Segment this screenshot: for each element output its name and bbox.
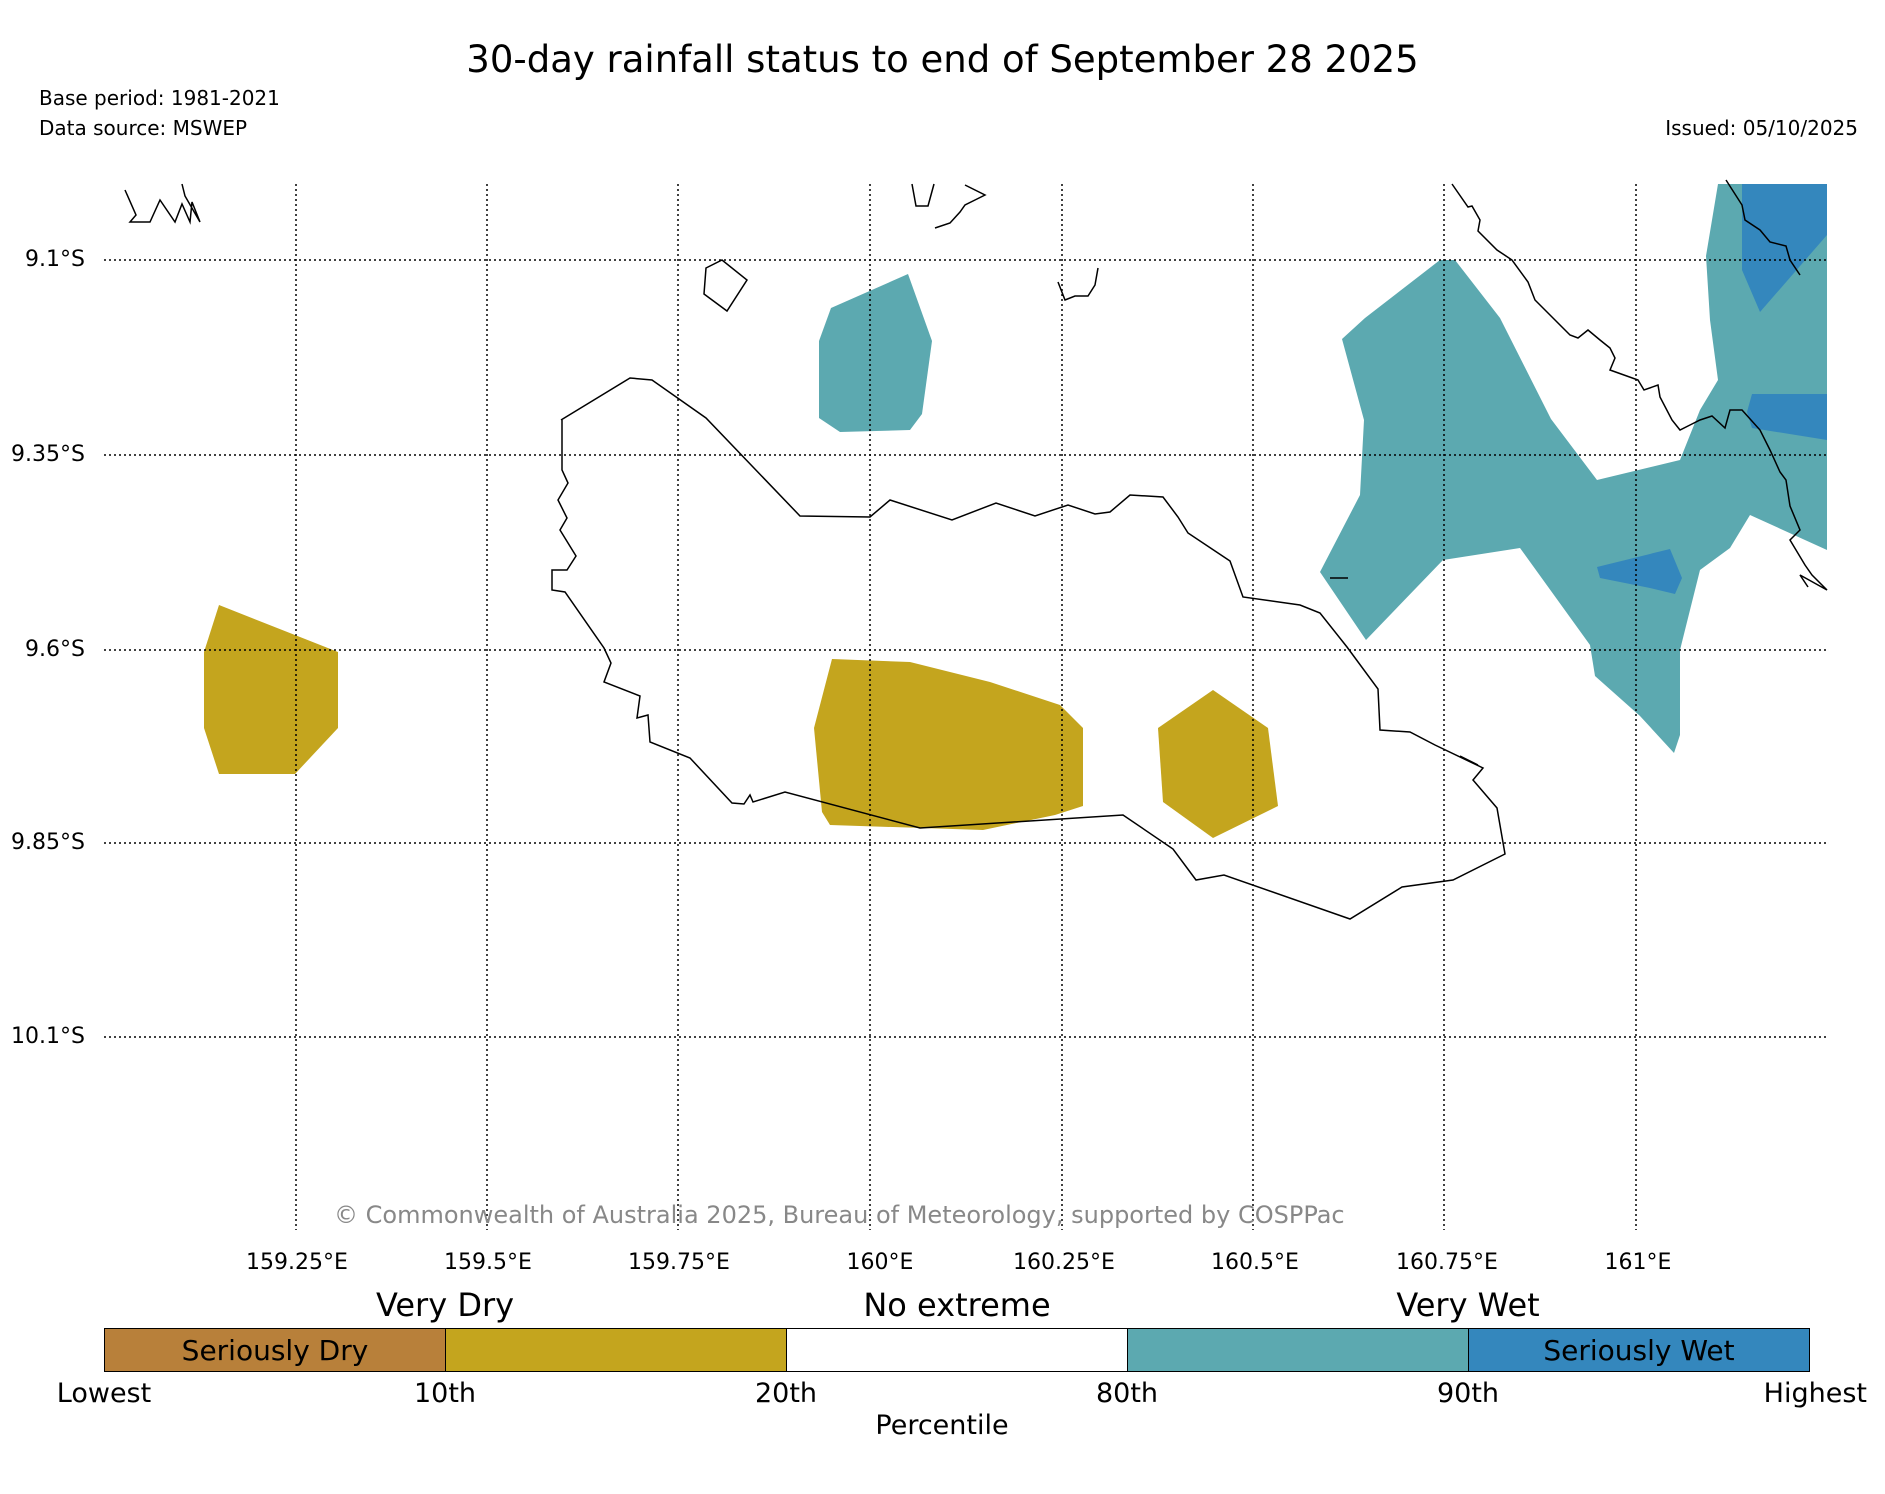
data-source-text: Data source: MSWEP <box>39 116 248 140</box>
legend-segment-label: Seriously Dry <box>181 1333 369 1367</box>
lon-label-160: 160°E <box>846 1250 914 1275</box>
very-dry-zone-central <box>814 659 1083 830</box>
legend-segment-seriously-dry: Seriously Dry <box>104 1328 446 1372</box>
lon-label-159.75: 159.75°E <box>628 1250 730 1275</box>
lon-gridlines <box>295 184 1637 1230</box>
percentile-label-10th: 10th <box>413 1378 477 1409</box>
lat-label-9.1: 9.1°S <box>25 247 85 272</box>
lon-label-161: 161°E <box>1604 1250 1672 1275</box>
coastlines <box>124 179 1828 920</box>
lon-label-160.25: 160.25°E <box>1013 1250 1115 1275</box>
legend-segment-label: Seriously Wet <box>1543 1333 1735 1367</box>
lon-label-159.25: 159.25°E <box>246 1250 348 1275</box>
guadalcanal-coastline <box>551 377 1506 920</box>
base-period-text: Base period: 1981-2021 <box>39 86 280 110</box>
lon-label-160.5: 160.5°E <box>1211 1250 1299 1275</box>
seriously-wet-zone-south <box>1597 549 1682 594</box>
se-islets <box>1459 755 1479 766</box>
very-wet-zone-north <box>819 274 932 432</box>
lon-label-160.75: 160.75°E <box>1396 1250 1498 1275</box>
legend-segment-very-wet <box>1127 1328 1469 1372</box>
nggela-inner <box>1057 267 1099 301</box>
lat-label-10.1: 10.1°S <box>11 1024 85 1049</box>
issued-date-text: Issued: 05/10/2025 <box>1665 116 1858 140</box>
very-dry-zone-west <box>204 605 338 774</box>
legend-segment-very-dry <box>445 1328 787 1372</box>
legend-segment-no-extreme <box>786 1328 1128 1372</box>
very-dry-zone-south <box>1158 690 1278 838</box>
copyright-notice: © Commonwealth of Australia 2025, Bureau… <box>334 1201 1345 1229</box>
nggela-coastline <box>911 183 935 207</box>
seriously-wet-zone-mid <box>1747 394 1827 440</box>
percentile-label-80th: 80th <box>1095 1378 1159 1409</box>
seriously-wet-zone-northeast <box>1742 184 1827 312</box>
rainfall-zones <box>204 184 1827 838</box>
percentile-label-lowest: Lowest <box>56 1378 152 1409</box>
map-title: 30-day rainfall status to end of Septemb… <box>466 38 1419 81</box>
legend-heading-very-dry: Very Dry <box>375 1286 515 1324</box>
legend-heading-no-extreme: No extreme <box>863 1286 1051 1324</box>
very-wet-zone-east <box>1320 184 1827 753</box>
lon-label-159.5: 159.5°E <box>444 1250 532 1275</box>
lat-label-9.35: 9.35°S <box>11 442 85 467</box>
lat-gridlines <box>104 259 1827 1038</box>
percentile-label-90th: 90th <box>1436 1378 1500 1409</box>
legend-segment-seriously-wet: Seriously Wet <box>1468 1328 1810 1372</box>
percentile-axis-label: Percentile <box>875 1410 1009 1441</box>
russell-islands-coastline <box>124 183 201 225</box>
small-island-north <box>703 259 748 313</box>
malaita-coastline <box>1451 183 1828 591</box>
percentile-label-highest: Highest <box>1763 1378 1867 1409</box>
lat-label-9.85: 9.85°S <box>11 830 85 855</box>
percentile-label-20th: 20th <box>754 1378 818 1409</box>
legend-heading-very-wet: Very Wet <box>1396 1286 1540 1324</box>
lat-label-9.6: 9.6°S <box>25 637 85 662</box>
nggela-coastline-2 <box>934 184 987 229</box>
malaita-inner <box>1725 179 1801 276</box>
